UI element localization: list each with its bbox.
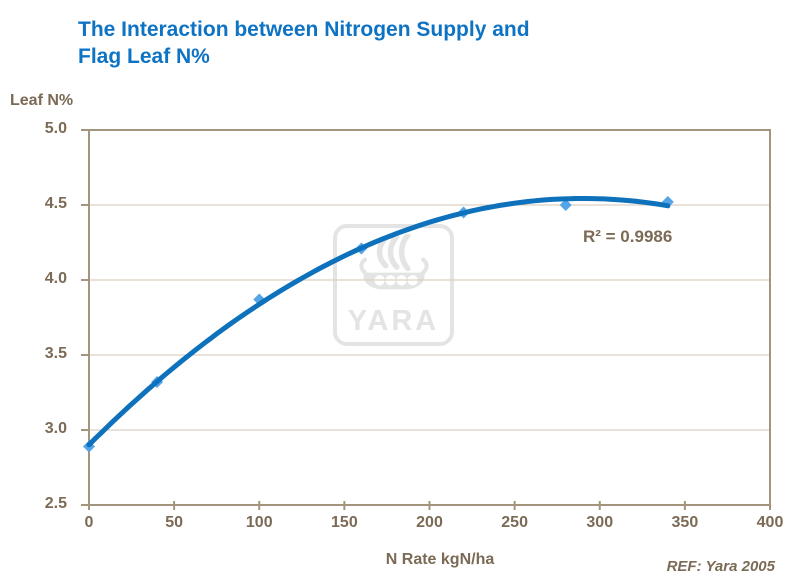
x-axis-title: N Rate kgN/ha — [385, 551, 495, 568]
plot-border — [88, 129, 771, 506]
data-point-marker — [559, 199, 572, 211]
y-axis-title: Leaf N% — [10, 92, 74, 109]
reference-note: REF: Yara 2005 — [666, 558, 775, 575]
watermark-brand: YARA — [347, 305, 440, 337]
chart-title: The Interaction between Nitrogen Supply … — [78, 18, 530, 68]
trendline — [86, 196, 671, 448]
yara-watermark: YARA — [333, 224, 454, 346]
r-squared-annotation: R² = 0.9986 — [583, 227, 673, 246]
